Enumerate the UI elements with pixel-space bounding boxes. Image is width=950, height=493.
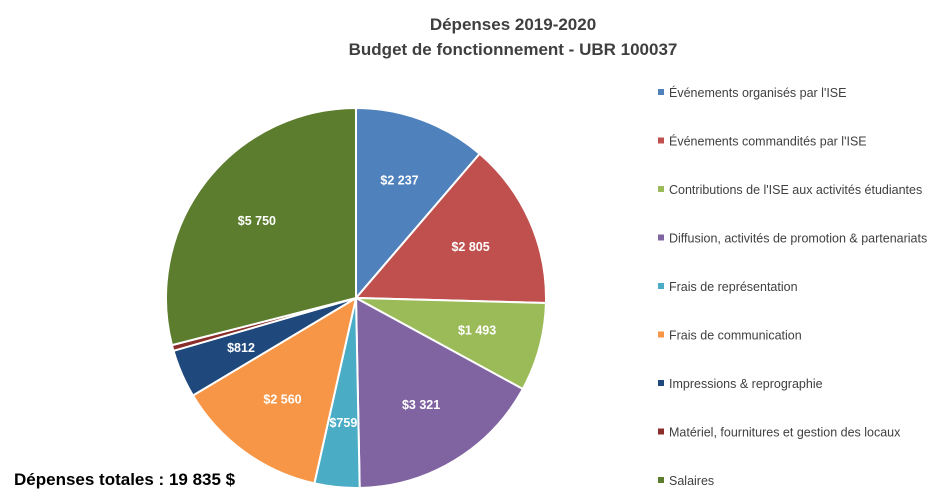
chart-title: Dépenses 2019-2020 xyxy=(430,15,596,34)
legend-swatch-frais-de-communication xyxy=(658,331,664,338)
legend-label-contributions-de-l-ise-aux-activites-etudiantes: Contributions de l'ISE aux activités étu… xyxy=(669,183,922,197)
legend: Événements organisés par l'ISE Événements… xyxy=(658,85,927,488)
legend-swatch-impressions-reprographie xyxy=(658,380,664,386)
pie-data-labels: $2 237 $2 805 $1 493 $3 321 $759 $2 560 $812 $5… xyxy=(227,173,496,429)
legend-label-evenements-commandites-par-l-ise: Événements commandités par l'ISE xyxy=(669,134,867,149)
legend-swatch-materiel-fournitures-et-gestion-des-locaux xyxy=(658,428,664,435)
legend-label-salaires: Salaires xyxy=(669,474,714,488)
data-label-frais-de-communication: $2 560 xyxy=(263,393,301,407)
legend-label-materiel-fournitures-et-gestion-des-locaux: Matériel, fournitures et gestion des loc… xyxy=(669,426,901,440)
legend-label-diffusion-activites-de-promotion-partenariats: Diffusion, activités de promotion & part… xyxy=(669,232,927,246)
pie-slice-evenements-organises-par-l-ise xyxy=(355,106,482,301)
legend-label-impressions-reprographie: Impressions & reprographie xyxy=(669,377,823,391)
data-label-contributions-de-l-ise-aux-activites-etudiantes: $1 493 xyxy=(458,324,496,338)
legend-label-frais-de-representation: Frais de représentation xyxy=(669,280,798,294)
pie-slices xyxy=(165,106,547,489)
chart-subtitle: Budget de fonctionnement - UBR 100037 xyxy=(349,40,678,59)
legend-label-frais-de-communication: Frais de communication xyxy=(669,329,802,343)
legend-swatch-evenements-commandites-par-l-ise xyxy=(658,137,664,144)
data-label-frais-de-representation: $759 xyxy=(329,416,357,430)
legend-swatch-evenements-organises-par-l-ise xyxy=(658,89,664,95)
pie-slice-evenements-commandites-par-l-ise xyxy=(353,152,547,305)
data-label-evenements-commandites-par-l-ise: $2 805 xyxy=(451,240,489,254)
legend-swatch-salaires xyxy=(658,477,664,483)
pie-slice-diffusion-activites-de-promotion-partenariats xyxy=(354,296,525,489)
legend-swatch-diffusion-activites-de-promotion-partenariats xyxy=(658,234,664,241)
data-label-salaires: $5 750 xyxy=(238,214,276,228)
legend-swatch-contributions-de-l-ise-aux-activites-etudiantes xyxy=(658,186,664,192)
legend-swatch-frais-de-representation xyxy=(658,283,664,289)
pie-slice-frais-de-communication xyxy=(191,295,358,485)
legend-label-evenements-organises-par-l-ise: Événements organisés par l'ISE xyxy=(669,85,846,100)
pie-slice-salaires xyxy=(165,106,357,347)
data-label-evenements-organises-par-l-ise: $2 237 xyxy=(380,173,418,187)
total-expenses: Dépenses totales : 19 835 $ xyxy=(14,470,236,489)
data-label-impressions-reprographie: $812 xyxy=(227,341,255,355)
data-label-diffusion-activites-de-promotion-partenariats: $3 321 xyxy=(402,398,440,412)
